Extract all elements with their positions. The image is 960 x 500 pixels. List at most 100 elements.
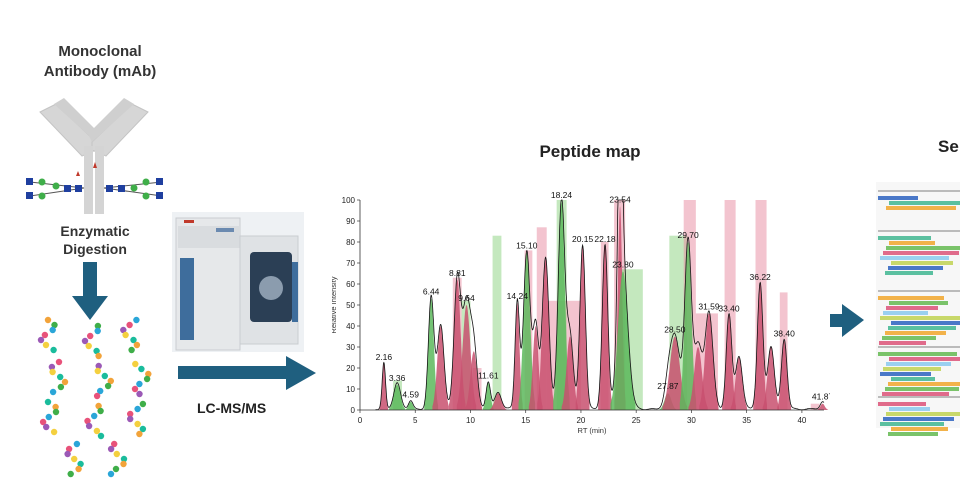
peptide-bead [97, 387, 104, 395]
peak-label: 38.40 [774, 329, 796, 339]
chromatogram-trace [375, 199, 825, 411]
peak-fill [388, 384, 406, 410]
peak-fill [762, 347, 780, 410]
chromatogram-svg: 0 10 20 30 40 50 60 70 80 90 100 0 5 10 15 20 25 30 35 40 RT… [332, 190, 830, 435]
peptide-bead [133, 316, 140, 324]
peptide-bead [132, 360, 139, 368]
coverage-bar [878, 352, 957, 356]
coverage-bar [886, 412, 960, 416]
peptide-bead [120, 326, 127, 334]
coverage-bar [888, 382, 960, 386]
coverage-bar [891, 427, 948, 431]
peptide-bead [97, 407, 104, 415]
sequence-line [878, 190, 960, 192]
y-tick-label: 90 [346, 217, 355, 226]
coverage-bar [891, 377, 935, 381]
coverage-bar [889, 407, 930, 411]
peptide-bead [49, 326, 56, 334]
antibody-illustration [39, 98, 149, 214]
lc-ms-instrument-image [172, 212, 304, 352]
peak-label: 33.40 [718, 304, 740, 314]
peak-label: 14.24 [507, 291, 529, 301]
peptide-bead [39, 418, 47, 426]
sequence-coverage-panel [876, 182, 960, 436]
x-tick-label: 10 [466, 416, 475, 425]
peptide-bead [130, 336, 137, 344]
peptide-bead [138, 365, 145, 373]
peptide-bead [81, 337, 89, 345]
coverage-bar [880, 316, 960, 320]
peptide-bead [134, 405, 141, 413]
coverage-bar [880, 372, 931, 376]
peak-label: 27.87 [657, 381, 679, 391]
coverage-bar [883, 417, 954, 421]
y-tick-label: 80 [346, 238, 355, 247]
peak-fill [553, 202, 570, 410]
peptide-bead [113, 450, 121, 458]
highlight-band [810, 403, 820, 410]
peak-fill [482, 382, 494, 410]
coverage-bar [878, 196, 918, 200]
peak-fill [699, 313, 719, 410]
x-tick-label: 35 [742, 416, 751, 425]
coverage-bar [880, 422, 944, 426]
peptide-bead [50, 346, 57, 354]
peptide-bead [93, 427, 101, 435]
peak-fill [405, 401, 417, 410]
peptide-bead [136, 430, 143, 438]
peak-fill [518, 252, 536, 410]
right-arrow-icon [178, 356, 316, 390]
peak-fill [537, 258, 554, 410]
peptide-bead [107, 470, 115, 478]
peptide-bead [84, 417, 91, 425]
peak-fill [511, 302, 523, 410]
x-tick-label: 20 [576, 416, 585, 425]
peptide-bead [143, 375, 151, 383]
peptide-bead [127, 410, 134, 418]
peptide-bead [43, 423, 50, 431]
peptide-bead [112, 465, 120, 473]
lc-ms-label: LC-MS/MS [197, 400, 267, 416]
coverage-bar [886, 306, 938, 310]
coverage-bar [879, 341, 926, 345]
peptide-bead [136, 390, 143, 398]
coverage-bar [889, 201, 960, 205]
peak-label: 31.59 [698, 301, 720, 311]
coverage-bar [886, 206, 956, 210]
glycan-right [103, 178, 163, 200]
peak-label: 22.18 [594, 234, 616, 244]
peptide-bead [145, 370, 152, 378]
peak-label: 23.80 [612, 259, 634, 269]
peak-label: 20.15 [572, 234, 594, 244]
peptide-fragments-illustration [37, 316, 152, 478]
y-tick-label: 20 [346, 364, 355, 373]
peptide-bead [57, 383, 65, 391]
peak-fill [465, 351, 483, 410]
peptide-bead [44, 398, 52, 406]
peptide-bead [139, 425, 147, 433]
peak-fill [489, 393, 507, 410]
y-tick-label: 100 [342, 196, 356, 205]
coverage-bar [885, 271, 933, 275]
coverage-bar [878, 296, 944, 300]
peptide-bead [52, 408, 60, 416]
peptide-bead [95, 352, 102, 360]
peak-label: 11.61 [478, 371, 499, 381]
digestion-line1: Enzymatic [60, 223, 130, 239]
peptide-bead [61, 378, 69, 386]
peak-fill [379, 363, 388, 410]
peptide-bead [85, 422, 93, 430]
x-tick-label: 30 [687, 416, 696, 425]
coverage-bar [885, 387, 959, 391]
peptide-bead [49, 368, 56, 376]
peptide-bead [75, 465, 82, 473]
digestion-label: Enzymatic Digestion [20, 222, 170, 258]
coverage-bar [885, 331, 946, 335]
peptide-bead [41, 331, 49, 339]
peptide-bead [104, 382, 112, 390]
peptide-bead [49, 388, 57, 396]
y-tick-label: 60 [346, 280, 355, 289]
peptide-bead [42, 341, 50, 349]
peptide-bead [95, 362, 102, 370]
peptide-bead [131, 385, 139, 393]
